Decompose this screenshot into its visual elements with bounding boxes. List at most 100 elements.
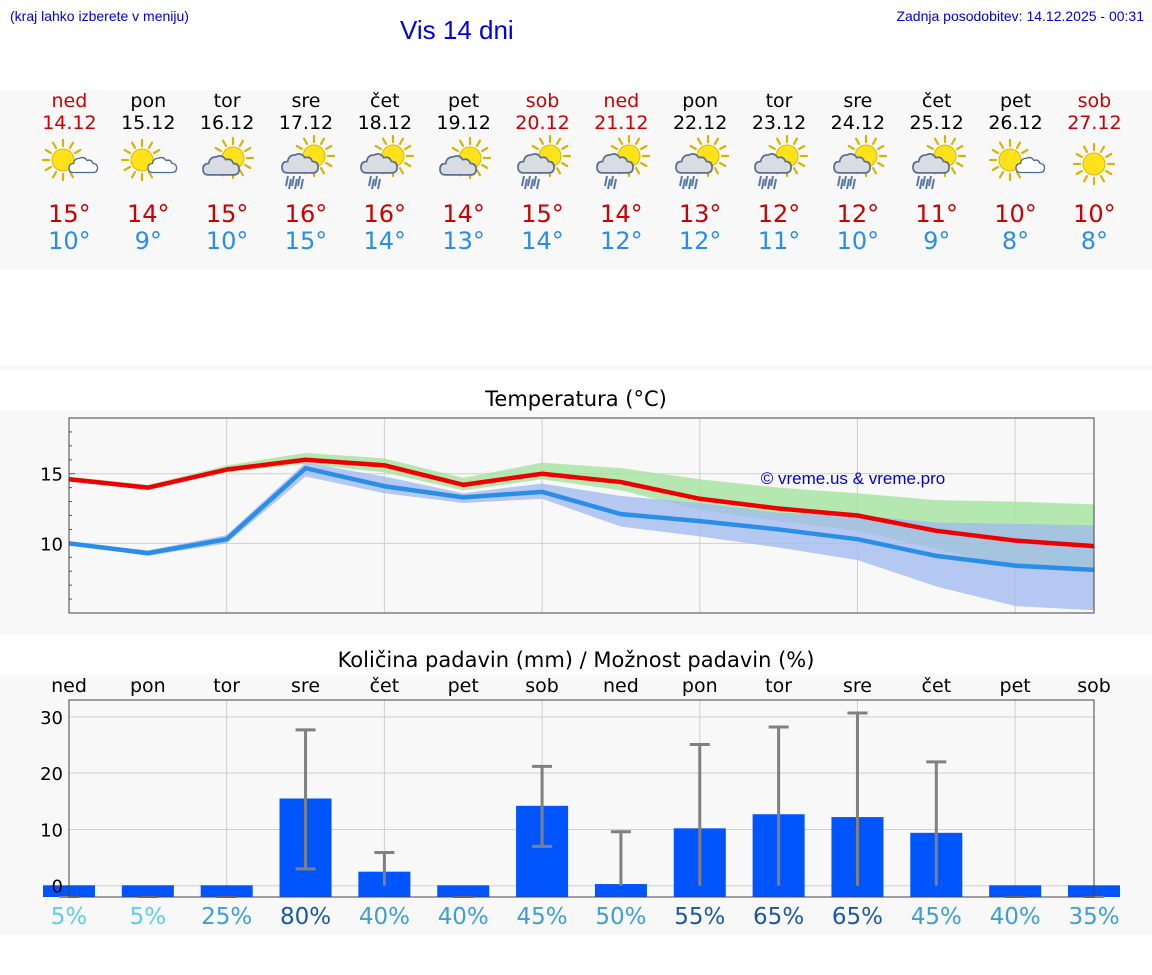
location-hint[interactable]: (kraj lahko izberete v meniju) xyxy=(10,8,189,24)
precip-day-label: pet xyxy=(447,675,479,697)
sun-cloud-icon xyxy=(42,138,99,182)
day-date: 18.12 xyxy=(357,112,412,134)
precip-probability: 55% xyxy=(674,904,726,930)
precip-probability: 40% xyxy=(358,904,410,930)
weather-icon xyxy=(1064,134,1124,198)
precip-bar xyxy=(989,885,1042,897)
day-date: 24.12 xyxy=(830,112,886,134)
precip-day-label: sre xyxy=(291,675,321,697)
day-column: sob 27.12 10° 8° xyxy=(1055,90,1134,270)
precip-y-tick-label: 20 xyxy=(40,764,63,785)
precip-day-label: sob xyxy=(1077,675,1111,697)
sun-icon xyxy=(1073,142,1116,186)
day-date: 15.12 xyxy=(121,112,176,134)
shower-sun-icon xyxy=(596,134,651,190)
temp-low: 10° xyxy=(836,227,880,255)
rain-sun-icon xyxy=(675,134,730,190)
day-column: čet 25.12 11° 9° xyxy=(897,90,976,270)
day-date: 23.12 xyxy=(751,112,807,134)
precip-day-label: čet xyxy=(369,675,400,697)
day-column: pon 22.12 13° 12° xyxy=(661,90,740,270)
day-name: ned xyxy=(603,90,640,112)
temp-high: 15° xyxy=(48,200,91,228)
precip-day-label: tor xyxy=(213,675,241,697)
precipitation-chart-title: Količina padavin (mm) / Možnost padavin … xyxy=(337,648,815,672)
sun-cloud-icon xyxy=(988,138,1045,182)
temp-high: 16° xyxy=(363,200,407,228)
day-date: 17.12 xyxy=(278,112,334,134)
precip-day-label: pon xyxy=(681,675,718,697)
temp-low: 10° xyxy=(205,227,249,255)
temp-high: 14° xyxy=(442,200,485,228)
day-date: 26.12 xyxy=(988,112,1043,134)
divider xyxy=(0,365,1152,370)
precip-probability: 50% xyxy=(595,904,647,930)
day-date: 27.12 xyxy=(1067,112,1122,134)
temp-high: 11° xyxy=(915,200,958,228)
cloud-sun-icon xyxy=(202,136,255,180)
precip-day-label: pon xyxy=(129,675,166,697)
rain-sun-icon xyxy=(911,134,966,190)
min-temp-line xyxy=(68,465,1095,573)
precip-y-tick-label: 10 xyxy=(40,820,63,841)
day-name: sre xyxy=(843,90,873,112)
weather-icon xyxy=(670,134,730,198)
weather-icon xyxy=(434,134,494,198)
temp-low: 14° xyxy=(363,227,407,255)
page-title: Vis 14 dni xyxy=(400,15,514,45)
temp-low: 14° xyxy=(521,227,564,255)
temp-low: 15° xyxy=(284,227,328,255)
temp-low: 9° xyxy=(923,227,951,255)
watermark: © vreme.us & vreme.pro xyxy=(761,469,945,488)
weather-icon xyxy=(355,134,415,198)
day-column: sre 17.12 16° 15° xyxy=(267,90,346,270)
min-temp-range-band xyxy=(69,462,1094,611)
day-name: pet xyxy=(999,90,1032,112)
precip-probability: 5% xyxy=(129,904,167,930)
precip-probability: 65% xyxy=(831,904,884,930)
temp-plot-frame xyxy=(68,417,1095,614)
temp-low: 12° xyxy=(600,227,643,255)
precip-bar xyxy=(594,884,647,897)
precip-bar xyxy=(437,885,490,897)
precip-day-label: pet xyxy=(999,675,1031,697)
rain-sun-icon xyxy=(833,134,887,190)
daily-forecast-panel: ned 14.12 15° 10° pon 15.12 14° 9° tor 16.12 15… xyxy=(0,90,1152,270)
rain-sun-icon xyxy=(517,134,572,190)
day-name: ned xyxy=(51,90,88,112)
precip-plot-frame xyxy=(68,699,1095,898)
day-column: ned 21.12 14° 12° xyxy=(582,90,661,270)
weather-icon xyxy=(118,134,178,198)
temp-high: 13° xyxy=(678,200,722,228)
rain-sun-icon xyxy=(754,134,809,190)
precip-probability: 25% xyxy=(201,904,253,930)
precip-y-tick-label: 0 xyxy=(52,877,63,898)
temp-low: 12° xyxy=(678,227,722,255)
day-column: pet 19.12 14° 13° xyxy=(424,90,503,270)
day-date: 21.12 xyxy=(594,112,649,134)
temp-high: 15° xyxy=(521,200,564,228)
day-column: pet 26.12 10° 8° xyxy=(976,90,1055,270)
weather-icon xyxy=(749,134,809,198)
cloud-sun-icon xyxy=(438,136,491,180)
precip-day-label: tor xyxy=(765,675,793,697)
precip-probability: 80% xyxy=(279,904,332,930)
temperature-chart-title: Temperatura (°C) xyxy=(485,387,667,411)
day-date: 20.12 xyxy=(515,112,570,134)
day-column: sre 24.12 12° 10° xyxy=(818,90,897,270)
day-column: ned 14.12 15° 10° xyxy=(30,90,109,270)
temp-high: 12° xyxy=(836,200,880,228)
precip-day-label: ned xyxy=(51,675,87,697)
precip-probability: 40% xyxy=(989,904,1041,930)
precip-probability: 5% xyxy=(50,904,88,930)
temp-y-tick-label: 10 xyxy=(40,534,63,555)
weather-icon xyxy=(512,134,572,198)
day-name: sre xyxy=(291,90,321,112)
day-name: tor xyxy=(765,90,793,112)
precip-y-tick-label: 30 xyxy=(40,708,63,729)
day-strip: ned 14.12 15° 10° pon 15.12 14° 9° tor 16.12 15… xyxy=(30,90,1134,270)
precip-probability: 65% xyxy=(753,904,805,930)
temp-high: 16° xyxy=(284,200,328,228)
precip-probability: 40% xyxy=(437,904,489,930)
